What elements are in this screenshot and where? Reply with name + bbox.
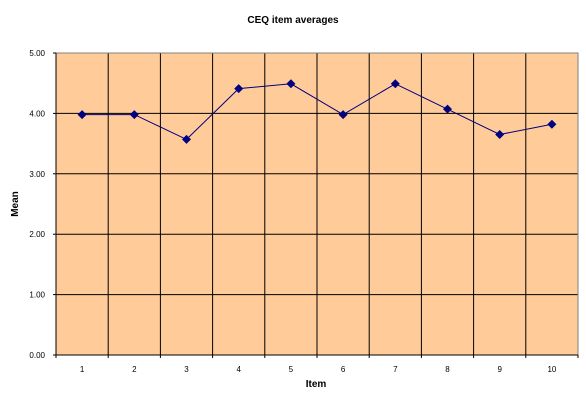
y-tick-label: 3.00 <box>29 170 45 179</box>
chart-title: CEQ item averages <box>247 15 339 26</box>
data-point-marker <box>129 110 139 120</box>
data-point-marker <box>77 110 87 120</box>
data-point-marker <box>338 110 348 120</box>
x-tick-label: 1 <box>80 365 85 374</box>
x-tick-label: 5 <box>289 365 294 374</box>
x-tick-label: 6 <box>341 365 346 374</box>
x-axis-label: Item <box>306 379 327 390</box>
data-point-marker <box>547 119 557 129</box>
data-point-marker <box>495 130 505 140</box>
x-tick-label: 10 <box>547 365 556 374</box>
x-tick-label: 9 <box>497 365 502 374</box>
data-point-marker <box>390 79 400 89</box>
y-tick-label: 4.00 <box>29 109 45 118</box>
y-tick-label: 0.00 <box>29 351 45 360</box>
y-tick-label: 5.00 <box>29 49 45 58</box>
x-tick-label: 2 <box>132 365 137 374</box>
data-point-marker <box>234 84 244 94</box>
x-tick-label: 7 <box>393 365 398 374</box>
x-axis-ticks: 1 2 3 4 5 6 7 8 9 10 <box>55 355 579 374</box>
y-axis-label: Mean <box>10 191 21 217</box>
y-tick-label: 2.00 <box>29 230 45 239</box>
data-point-marker <box>443 104 452 114</box>
data-point-marker <box>182 134 191 144</box>
x-tick-label: 3 <box>184 365 189 374</box>
x-tick-label: 8 <box>445 365 450 374</box>
vertical-gridlines <box>107 53 527 355</box>
series-line <box>82 83 552 141</box>
y-tick-label: 1.00 <box>29 291 45 300</box>
x-tick-label: 4 <box>236 365 241 374</box>
data-point-marker <box>286 79 296 89</box>
series-markers <box>77 79 557 144</box>
